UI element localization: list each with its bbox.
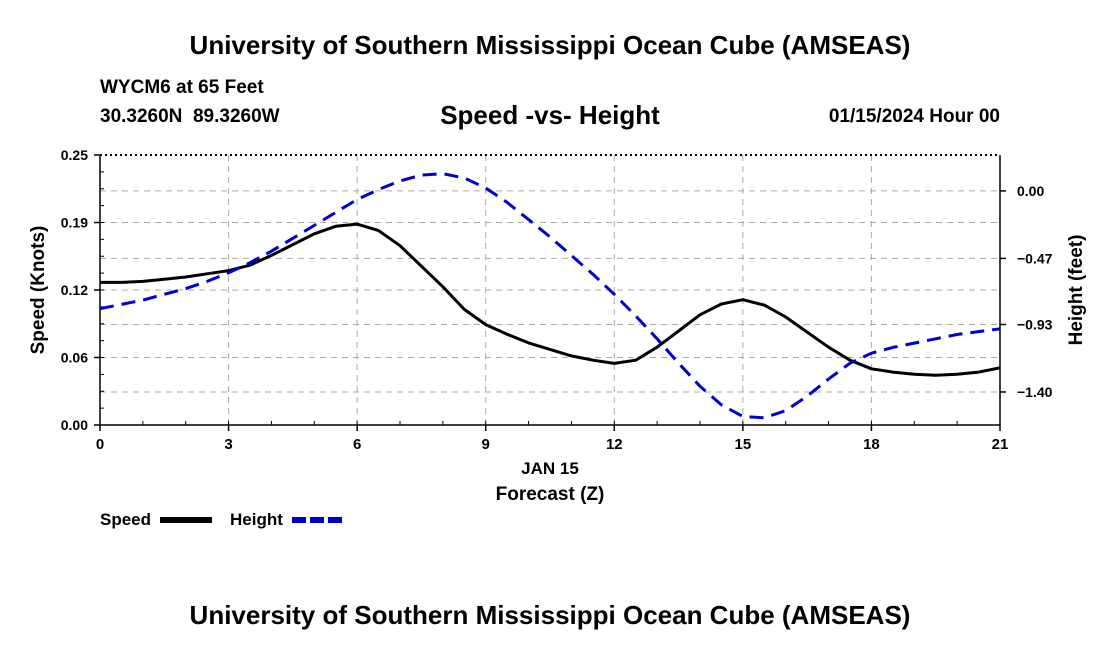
chart-title-bottom: University of Southern Mississippi Ocean… [189,600,911,630]
x-axis-title: Forecast (Z) [496,484,605,505]
x-tick-label: 12 [606,436,623,453]
coordinates-label: 30.3260N 89.3260W [100,106,280,127]
x-tick-label: 21 [992,436,1009,453]
y-right-tick-label: −0.93 [1017,316,1053,332]
y-left-axis-title: Speed (Knots) [28,226,49,355]
y-left-tick-label: 0.25 [61,147,88,163]
legend-label-speed: Speed [100,510,151,529]
x-tick-label: 3 [224,436,232,453]
x-axis-date: JAN 15 [521,459,579,478]
x-tick-label: 15 [735,436,752,453]
y-left-tick-label: 0.19 [61,215,88,231]
y-left-tick-label: 0.00 [61,417,88,433]
station-label: WYCM6 at 65 Feet [100,77,264,98]
chart-title-top: University of Southern Mississippi Ocean… [189,30,911,60]
y-right-tick-label: −1.40 [1017,384,1053,400]
y-right-tick-label: 0.00 [1017,183,1044,199]
y-left-tick-label: 0.12 [61,282,88,298]
x-tick-label: 6 [353,436,361,453]
speed-series-line [100,222,1001,377]
height-series-line [99,172,1001,420]
x-tick-label: 18 [863,436,880,453]
y-right-tick-label: −0.47 [1017,250,1053,266]
chart-subtitle: Speed -vs- Height [440,100,660,130]
legend-label-height: Height [230,510,283,529]
x-tick-label: 9 [482,436,490,453]
y-right-axis-title: Height (feet) [1066,235,1087,346]
x-tick-label: 0 [96,436,104,453]
date-label: 01/15/2024 Hour 00 [828,106,1000,127]
y-left-tick-label: 0.06 [61,350,88,366]
